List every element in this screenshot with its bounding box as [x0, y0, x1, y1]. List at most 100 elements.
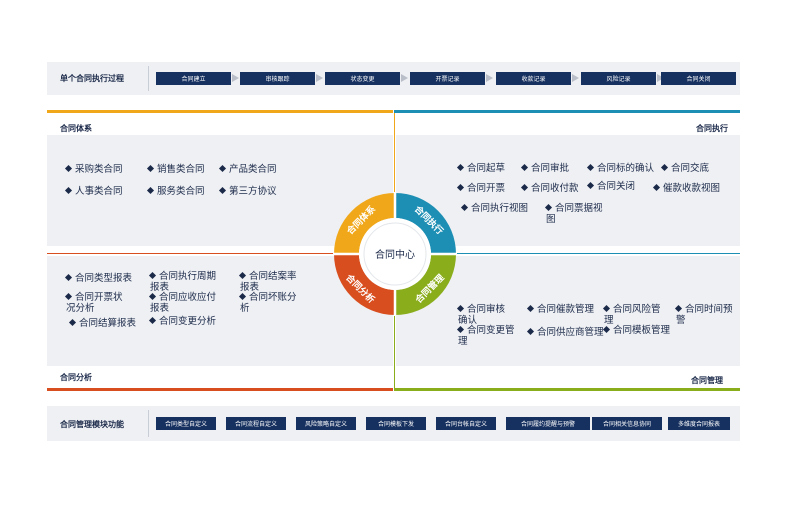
item-bl-5: 合同应收应付 报表: [148, 292, 217, 314]
item-text: 合同结算报表: [79, 318, 137, 329]
function-item-5[interactable]: 合同台帐自定义: [436, 417, 496, 430]
orange-bar: [47, 110, 393, 113]
function-item-1[interactable]: 合同类型自定义: [156, 417, 216, 430]
diamond-bullet-icon: [238, 292, 247, 301]
vertical-divider-upper: [394, 113, 395, 253]
function-item-6[interactable]: 合同履约提醒与预警: [506, 417, 590, 430]
function-item-3[interactable]: 风险策略自定义: [296, 417, 356, 430]
item-bl-7: 合同结算报表: [68, 318, 137, 329]
item-bl-4: 合同开票状 况分析: [64, 292, 123, 314]
process-title: 单个合同执行过程: [60, 74, 124, 83]
item-text: 合同坏账分 析: [240, 292, 297, 314]
horizontal-divider-right: [394, 253, 740, 254]
item-text: 合同供应商管理: [537, 327, 604, 338]
item-tr-10: 合同票据视 图: [544, 203, 603, 225]
item-text: 第三方协议: [229, 186, 277, 197]
process-arrow-icon: [232, 74, 239, 82]
diamond-bullet-icon: [544, 203, 553, 212]
process-arrow-icon: [401, 74, 408, 82]
item-br-6: 合同供应商管理: [526, 327, 604, 338]
diamond-bullet-icon: [148, 292, 157, 301]
item-text: 合同票据视 图: [546, 203, 603, 225]
diamond-bullet-icon: [520, 183, 529, 192]
diamond-bullet-icon: [218, 164, 227, 173]
item-text: 合同执行视图: [471, 203, 529, 214]
item-tr-8: 催款收款视图: [652, 183, 721, 194]
process-arrow-icon: [486, 74, 493, 82]
diamond-bullet-icon: [660, 163, 669, 172]
function-item-8[interactable]: 多维度合同报表: [668, 417, 730, 430]
item-text: 合同结案率 报表: [240, 271, 297, 293]
item-tr-1: 合同起草: [456, 163, 505, 174]
item-bl-1: 合同类型报表: [64, 273, 132, 284]
process-arrow-icon: [657, 74, 664, 82]
item-tl-5: 服务类合同: [146, 186, 205, 197]
process-step-6[interactable]: 风险记录: [581, 72, 656, 85]
diamond-bullet-icon: [64, 164, 73, 173]
item-text: 合同风险管 理: [604, 304, 661, 326]
item-bl-6: 合同坏账分 析: [238, 292, 297, 314]
label-contract-management: 合同管理: [691, 376, 723, 385]
item-text: 合同变更分析: [159, 316, 217, 327]
process-step-7[interactable]: 合同关闭: [661, 72, 736, 85]
label-contract-system: 合同体系: [60, 124, 92, 133]
process-step-3[interactable]: 状态变更: [325, 72, 400, 85]
diamond-bullet-icon: [520, 163, 529, 172]
diamond-bullet-icon: [64, 273, 73, 282]
functions-divider: [148, 410, 149, 437]
item-tr-9: 合同执行视图: [460, 203, 529, 214]
item-tl-4: 人事类合同: [64, 186, 123, 197]
diamond-bullet-icon: [586, 181, 595, 190]
item-tr-2: 合同审批: [520, 163, 569, 174]
process-divider: [148, 66, 149, 91]
contract-center-wheel: 合同中心 合同体系 合同执行 合同管理 合同分析: [333, 192, 457, 316]
process-step-5[interactable]: 收款记录: [496, 72, 571, 85]
diamond-bullet-icon: [456, 163, 465, 172]
diamond-bullet-icon: [602, 325, 611, 334]
functions-title: 合同管理模块功能: [60, 420, 124, 429]
diamond-bullet-icon: [456, 183, 465, 192]
diamond-bullet-icon: [526, 304, 535, 313]
item-tr-6: 合同收付款: [520, 183, 579, 194]
diamond-bullet-icon: [602, 304, 611, 313]
item-br-1: 合同审核 确认: [456, 304, 505, 326]
process-step-4[interactable]: 开票记录: [410, 72, 485, 85]
diamond-bullet-icon: [238, 271, 247, 280]
item-text: 合同应收应付 报表: [150, 292, 217, 314]
function-item-4[interactable]: 合同模板下发: [366, 417, 426, 430]
diamond-bullet-icon: [460, 203, 469, 212]
item-tl-6: 第三方协议: [218, 186, 277, 197]
item-text: 合同收付款: [531, 183, 579, 194]
red-bar: [47, 388, 393, 391]
process-step-1[interactable]: 合同建立: [156, 72, 231, 85]
item-br-7: 合同模板管理: [602, 325, 671, 336]
diamond-bullet-icon: [146, 164, 155, 173]
function-item-2[interactable]: 合同流程自定义: [226, 417, 286, 430]
diamond-bullet-icon: [148, 316, 157, 325]
diamond-bullet-icon: [218, 186, 227, 195]
item-text: 合同催款管理: [537, 304, 595, 315]
diamond-bullet-icon: [148, 271, 157, 280]
quadrant-contract-analysis: [47, 256, 393, 366]
diamond-bullet-icon: [526, 327, 535, 336]
item-text: 人事类合同: [75, 186, 123, 197]
process-arrow-icon: [572, 74, 579, 82]
item-br-2: 合同催款管理: [526, 304, 595, 315]
function-item-7[interactable]: 合同相关信息协同: [592, 417, 662, 430]
item-tr-3: 合同标的确认: [586, 163, 655, 174]
item-text: 催款收款视图: [663, 183, 721, 194]
item-text: 合同模板管理: [613, 325, 671, 336]
quadrant-contract-management: [396, 256, 740, 366]
item-bl-2: 合同执行周期 报表: [148, 271, 216, 293]
item-tl-3: 产品类合同: [218, 164, 277, 175]
item-bl-3: 合同结案率 报表: [238, 271, 297, 293]
segment-execution: [395, 193, 456, 254]
item-text: 合同标的确认: [597, 163, 655, 174]
diamond-bullet-icon: [64, 186, 73, 195]
diamond-bullet-icon: [146, 186, 155, 195]
center-label: 合同中心: [375, 248, 415, 261]
item-tr-7: 合同关闭: [586, 181, 635, 192]
label-contract-analysis: 合同分析: [60, 373, 92, 382]
item-text: 服务类合同: [157, 186, 205, 197]
process-step-2[interactable]: 审核跟踪: [240, 72, 315, 85]
